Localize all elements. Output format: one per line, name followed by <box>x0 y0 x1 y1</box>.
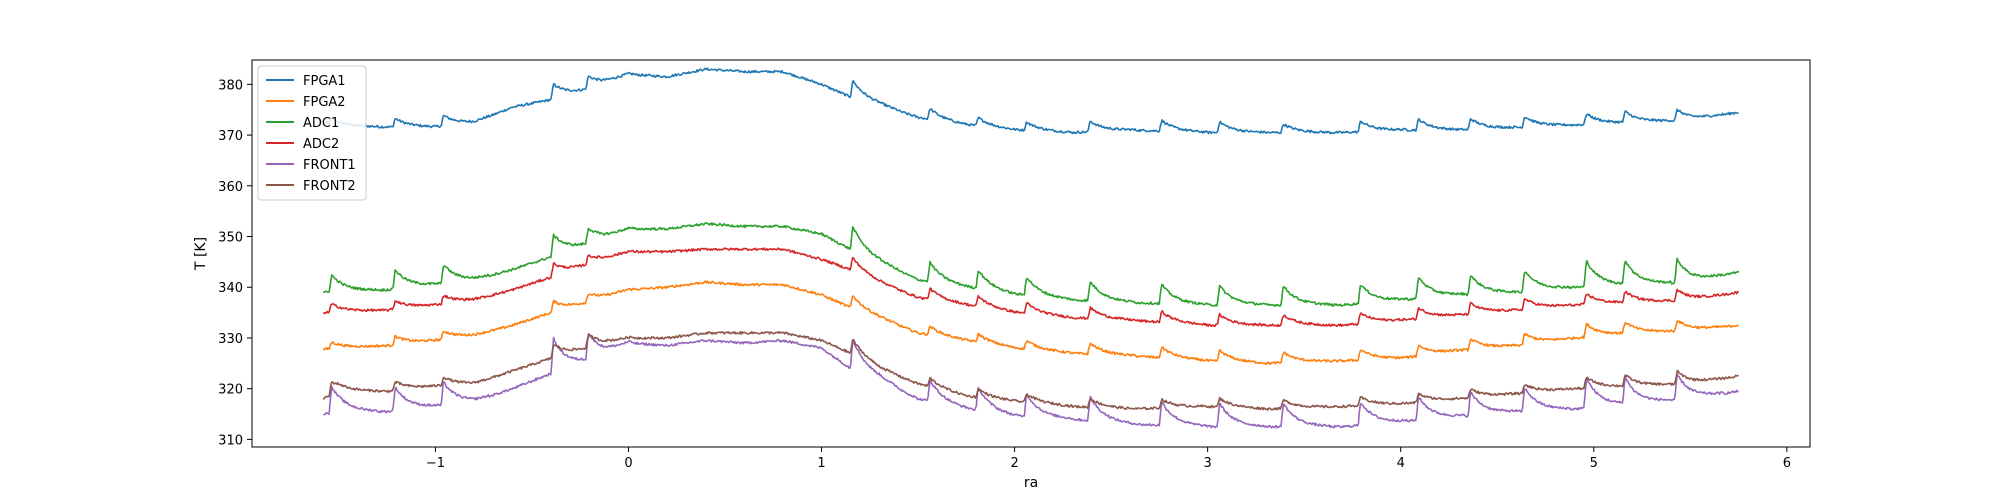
series-line-adc1 <box>322 222 1740 307</box>
x-tick-label: 3 <box>1204 456 1212 471</box>
legend-item: ADC1 <box>266 116 339 131</box>
y-tick-label: 340 <box>218 281 243 296</box>
legend-label: FRONT1 <box>303 158 356 173</box>
x-axis-label: ra <box>1024 475 1038 491</box>
x-axis: −1 0 1 2 3 4 5 6 <box>426 447 1791 471</box>
y-tick-label: 310 <box>218 433 243 448</box>
legend-label: FPGA2 <box>303 95 346 110</box>
series-line-front1 <box>322 333 1739 429</box>
legend-item: FPGA2 <box>266 95 346 110</box>
legend-item: FRONT1 <box>266 158 356 173</box>
series-line-fpga1 <box>322 67 1739 135</box>
x-tick-label: 2 <box>1010 456 1018 471</box>
legend-item: FPGA1 <box>266 74 346 89</box>
series-line-front2 <box>322 330 1740 411</box>
legend-label: FRONT2 <box>303 179 356 194</box>
legend-label: ADC2 <box>303 137 339 152</box>
legend-frame <box>257 65 367 201</box>
x-tick-label: 4 <box>1397 456 1405 471</box>
plot-frame <box>251 59 1811 448</box>
y-tick-label: 360 <box>218 180 243 195</box>
series-layer <box>322 67 1740 429</box>
x-tick-label: −1 <box>426 456 445 471</box>
y-tick-label: 370 <box>218 129 243 144</box>
legend-item: FRONT2 <box>266 179 356 194</box>
y-tick-label: 320 <box>218 383 243 398</box>
y-tick-label: 350 <box>218 231 243 246</box>
x-tick-label: 6 <box>1783 456 1791 471</box>
series-line-adc2 <box>322 247 1740 328</box>
y-tick-label: 380 <box>218 78 243 93</box>
series-line-fpga2 <box>322 280 1739 365</box>
legend-label: ADC1 <box>303 116 339 131</box>
y-axis: 310 320 330 340 350 360 370 380 <box>218 78 252 448</box>
y-tick-label: 330 <box>218 332 243 347</box>
legend-item: ADC2 <box>266 137 339 152</box>
x-tick-label: 0 <box>624 456 632 471</box>
y-axis-label: T [K] <box>193 237 209 271</box>
x-tick-label: 5 <box>1590 456 1598 471</box>
legend: FPGA1 FPGA2 ADC1 ADC2 FRONT1 FRONT2 <box>257 65 367 201</box>
x-tick-label: 1 <box>817 456 825 471</box>
legend-label: FPGA1 <box>303 74 346 89</box>
